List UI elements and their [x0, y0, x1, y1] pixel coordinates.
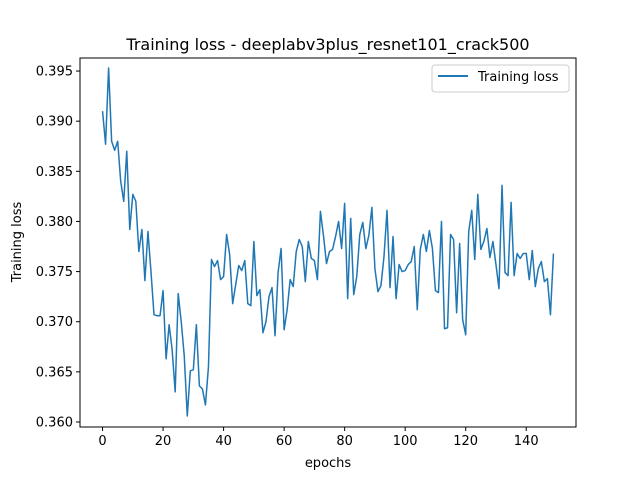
y-tick-label: 0.385	[36, 165, 73, 180]
chart-title: Training loss - deeplabv3plus_resnet101_…	[125, 35, 529, 55]
x-tick-label: 140	[514, 434, 539, 449]
y-tick-label: 0.370	[36, 315, 73, 330]
plot-area	[101, 67, 555, 417]
x-axis: 0 20 40 60 80 100 120 140	[98, 427, 539, 449]
x-tick-label: 40	[215, 434, 232, 449]
x-axis-label: epochs	[305, 456, 352, 471]
plot-frame	[79, 57, 577, 428]
y-tick-label: 0.395	[36, 65, 73, 80]
x-tick-label: 80	[336, 434, 353, 449]
x-tick-label: 120	[453, 434, 478, 449]
y-tick-label: 0.380	[36, 215, 73, 230]
y-tick-label: 0.390	[36, 115, 73, 130]
y-tick-label: 0.375	[36, 265, 73, 280]
y-axis: 0.360 0.365 0.370 0.375 0.380 0.385 0.390 0.395	[36, 65, 80, 430]
x-tick-label: 100	[393, 434, 418, 449]
legend-frame	[431, 64, 570, 93]
y-axis-label: Training loss	[10, 202, 25, 284]
y-tick-label: 0.360	[36, 415, 73, 430]
series-line	[101, 67, 555, 417]
y-tick-label: 0.365	[36, 365, 73, 380]
x-tick-label: 60	[276, 434, 293, 449]
x-tick-label: 0	[98, 434, 106, 449]
legend: Training loss	[431, 64, 570, 93]
x-tick-label: 20	[155, 434, 172, 449]
legend-label: Training loss	[477, 70, 559, 85]
